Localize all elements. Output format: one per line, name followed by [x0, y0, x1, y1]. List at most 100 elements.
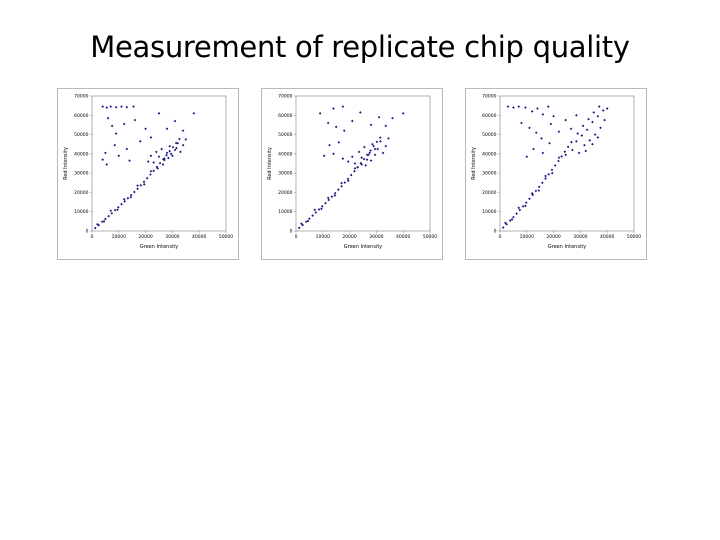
data-point — [149, 154, 153, 158]
data-point — [133, 190, 136, 194]
data-point — [306, 219, 310, 223]
y-tick-label: 20000 — [74, 190, 88, 196]
data-point — [350, 119, 354, 123]
data-point — [114, 105, 118, 109]
data-point — [353, 169, 356, 173]
data-point — [145, 176, 149, 180]
data-point — [132, 105, 135, 108]
y-tick-label: 40000 — [74, 151, 88, 157]
data-point — [104, 151, 107, 155]
data-point — [599, 126, 602, 130]
data-point — [128, 159, 131, 162]
x-tick-label: 20000 — [546, 234, 560, 240]
data-point — [605, 107, 609, 110]
data-point — [129, 193, 133, 197]
data-point — [333, 194, 337, 197]
x-tick-label: 10000 — [520, 234, 534, 240]
data-point — [541, 181, 544, 185]
data-point — [167, 156, 170, 160]
data-point — [564, 118, 567, 122]
data-point — [553, 164, 557, 167]
data-point — [552, 114, 555, 118]
data-point — [528, 126, 531, 130]
data-point — [139, 183, 143, 187]
data-point — [105, 163, 109, 166]
data-point — [569, 140, 573, 144]
data-point — [297, 226, 301, 230]
data-point — [152, 161, 155, 164]
x-tick-label: 50000 — [423, 234, 437, 240]
data-point — [378, 136, 382, 139]
data-point — [318, 112, 322, 115]
data-point — [544, 177, 547, 180]
data-point — [168, 144, 172, 148]
data-point — [341, 157, 345, 160]
data-point — [596, 136, 600, 139]
plot-area — [91, 95, 227, 232]
x-tick-label: 50000 — [627, 234, 641, 240]
y-tick-label: 0 — [494, 229, 497, 235]
x-tick-label: 20000 — [138, 234, 152, 240]
data-point — [349, 173, 353, 177]
data-point — [524, 201, 528, 204]
data-point — [332, 107, 335, 110]
data-point — [337, 188, 340, 192]
data-point — [314, 211, 318, 214]
data-point — [317, 208, 321, 211]
x-tick-label: 40000 — [396, 234, 410, 240]
data-point — [333, 191, 337, 195]
data-point — [576, 132, 580, 135]
data-point — [588, 139, 592, 142]
data-point — [142, 183, 146, 186]
data-point — [401, 112, 405, 115]
data-point — [133, 118, 137, 122]
y-tick-label: 50000 — [482, 132, 496, 138]
data-point — [173, 119, 177, 123]
data-point — [597, 105, 601, 108]
data-point — [113, 143, 117, 147]
data-point — [100, 220, 104, 224]
y-tick-label: 10000 — [278, 209, 292, 215]
data-point — [569, 127, 573, 131]
y-tick-label: 50000 — [278, 132, 292, 138]
data-point — [557, 130, 561, 133]
data-point — [585, 128, 589, 132]
y-tick-label: 40000 — [482, 151, 496, 157]
data-point — [158, 161, 162, 165]
data-point — [550, 168, 554, 172]
x-tick-label: 40000 — [192, 234, 206, 240]
data-point — [521, 205, 525, 208]
data-point — [313, 208, 317, 212]
data-point — [575, 113, 578, 117]
y-tick-label: 10000 — [74, 209, 88, 215]
data-point — [501, 226, 505, 229]
data-point — [531, 193, 534, 197]
scatter-plot-svg-1: 0 10000 20000 30000 40000 50000 60000 70000 0 100… — [63, 94, 233, 251]
y-axis-title: Red Intensity — [267, 147, 273, 180]
data-point — [387, 137, 390, 140]
data-point — [368, 151, 371, 155]
data-point — [126, 196, 130, 200]
data-point — [591, 142, 594, 146]
data-point — [577, 151, 581, 155]
data-point — [548, 141, 551, 145]
data-point — [160, 147, 163, 151]
data-point — [175, 146, 178, 150]
x-tick-label: 0 — [295, 234, 298, 240]
data-point — [171, 154, 174, 158]
plot-area — [295, 95, 431, 232]
data-point — [144, 127, 147, 131]
data-point — [372, 144, 376, 148]
data-point — [544, 174, 547, 178]
y-tick-label: 70000 — [74, 94, 88, 100]
data-point — [376, 147, 380, 151]
data-point — [161, 163, 165, 166]
data-point — [571, 148, 574, 152]
data-point — [341, 105, 345, 108]
data-point — [512, 106, 515, 109]
data-point — [343, 181, 347, 184]
data-point — [601, 109, 605, 112]
data-point — [563, 150, 567, 154]
y-tick-label: 0 — [290, 229, 293, 235]
data-point — [550, 171, 554, 175]
